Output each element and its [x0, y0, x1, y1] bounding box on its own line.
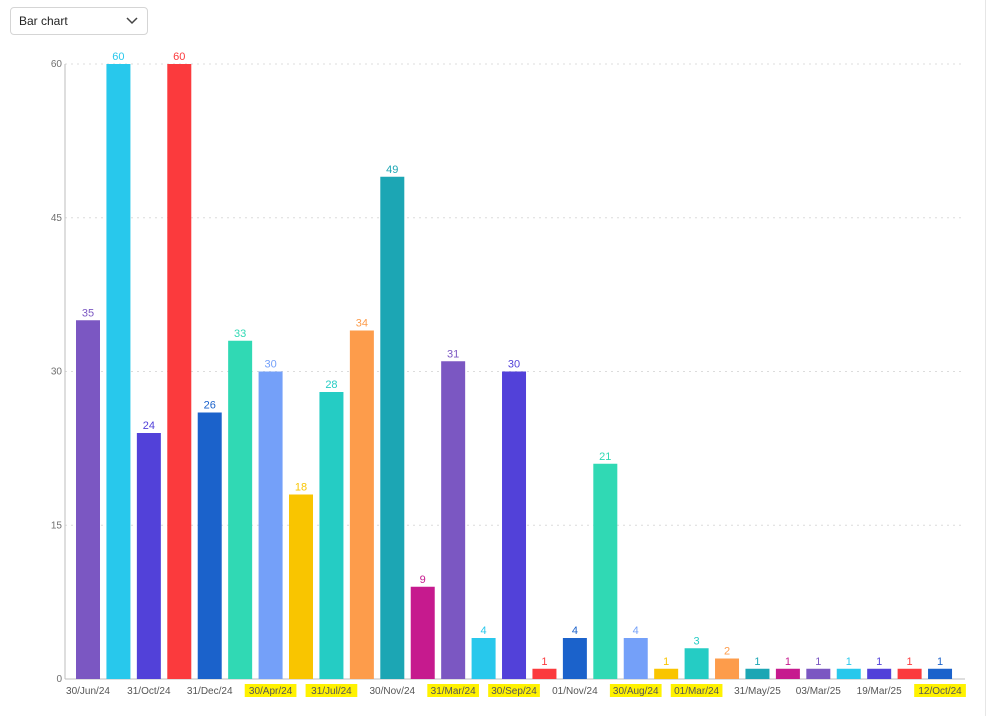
bar-value-label: 18 — [295, 482, 307, 494]
bar — [684, 648, 709, 679]
x-tick-label: 31/Jul/24 — [311, 686, 352, 697]
y-tick-label: 30 — [51, 367, 63, 378]
x-tick-label: 30/Nov/24 — [370, 686, 416, 697]
bar — [380, 176, 405, 679]
x-tick-highlight — [488, 684, 540, 697]
chart-type-dropdown-value: Bar chart — [19, 14, 68, 28]
panel-border — [985, 0, 986, 716]
bar — [654, 668, 679, 679]
x-tick-label: 31/May/25 — [734, 686, 781, 697]
bar — [441, 361, 466, 679]
bar-value-label: 2 — [724, 646, 730, 658]
bar — [76, 320, 100, 679]
bar — [349, 330, 374, 679]
bar-value-label: 49 — [386, 164, 398, 176]
bar-value-label: 60 — [173, 51, 185, 63]
bar-value-label: 60 — [112, 51, 124, 63]
x-tick-highlight — [914, 684, 966, 697]
bar-value-label: 4 — [481, 625, 487, 637]
bar — [562, 638, 587, 679]
bar-value-label: 35 — [82, 307, 94, 319]
bar-value-label: 1 — [663, 656, 669, 668]
x-tick-label: 31/Mar/24 — [431, 686, 476, 697]
x-tick-label: 19/Mar/25 — [857, 686, 902, 697]
bar-value-label: 1 — [937, 656, 943, 668]
x-tick-highlight — [427, 684, 480, 697]
x-tick-label: 12/Oct/24 — [918, 686, 962, 697]
bar-value-label: 1 — [541, 656, 547, 668]
x-tick-label: 31/Dec/24 — [187, 686, 233, 697]
bar — [167, 64, 192, 679]
bar — [471, 638, 496, 679]
bar — [593, 463, 618, 679]
bar-value-label: 1 — [754, 656, 760, 668]
bar-value-label: 1 — [846, 656, 852, 668]
bar — [928, 668, 953, 679]
bar-value-label: 1 — [876, 656, 882, 668]
y-tick-label: 15 — [51, 520, 63, 531]
x-tick-label: 03/Mar/25 — [796, 686, 841, 697]
bar — [775, 668, 800, 679]
bar — [623, 638, 648, 679]
bar — [715, 658, 740, 679]
y-tick-label: 60 — [51, 59, 63, 70]
bar-value-label: 31 — [447, 348, 459, 360]
bar — [836, 668, 861, 679]
bar-value-label: 26 — [204, 400, 216, 412]
bar — [745, 668, 770, 679]
bar-value-label: 1 — [907, 656, 913, 668]
y-tick-label: 0 — [56, 674, 62, 685]
bar — [136, 433, 161, 679]
x-tick-label: 01/Mar/24 — [674, 686, 719, 697]
bar — [897, 668, 922, 679]
bar-value-label: 21 — [599, 451, 611, 463]
chart-type-dropdown[interactable]: Bar chart — [10, 7, 148, 35]
bar-value-label: 1 — [785, 656, 791, 668]
x-tick-highlight — [244, 684, 297, 697]
x-tick-highlight — [609, 684, 662, 697]
bar-value-label: 3 — [694, 635, 700, 647]
bar-value-label: 4 — [572, 625, 578, 637]
x-tick-label: 30/Sep/24 — [491, 686, 537, 697]
bar — [867, 668, 892, 679]
bar — [258, 371, 283, 679]
bar — [532, 668, 557, 679]
x-tick-highlight — [305, 684, 358, 697]
x-tick-label: 30/Aug/24 — [613, 686, 659, 697]
x-tick-highlight — [670, 684, 723, 697]
bar — [319, 392, 344, 679]
x-tick-label: 30/Jun/24 — [66, 686, 110, 697]
bar — [502, 371, 527, 679]
x-tick-label: 30/Apr/24 — [249, 686, 293, 697]
bar-value-label: 34 — [356, 318, 368, 330]
bar — [806, 668, 831, 679]
bar — [197, 412, 222, 679]
y-tick-label: 45 — [51, 213, 63, 224]
bar-value-label: 9 — [420, 574, 426, 586]
bar-value-label: 1 — [815, 656, 821, 668]
bar-value-label: 30 — [264, 359, 276, 371]
bar — [106, 64, 131, 679]
chevron-down-icon[interactable] — [125, 14, 139, 28]
bar-value-label: 28 — [325, 379, 337, 391]
bar-value-label: 33 — [234, 328, 246, 340]
bar-value-label: 30 — [508, 359, 520, 371]
x-tick-label: 01/Nov/24 — [552, 686, 598, 697]
x-tick-label: 31/Oct/24 — [127, 686, 171, 697]
bar-value-label: 4 — [633, 625, 639, 637]
bar — [410, 586, 435, 679]
bar — [289, 494, 314, 679]
bar-value-label: 24 — [143, 420, 155, 432]
bar — [228, 340, 253, 679]
